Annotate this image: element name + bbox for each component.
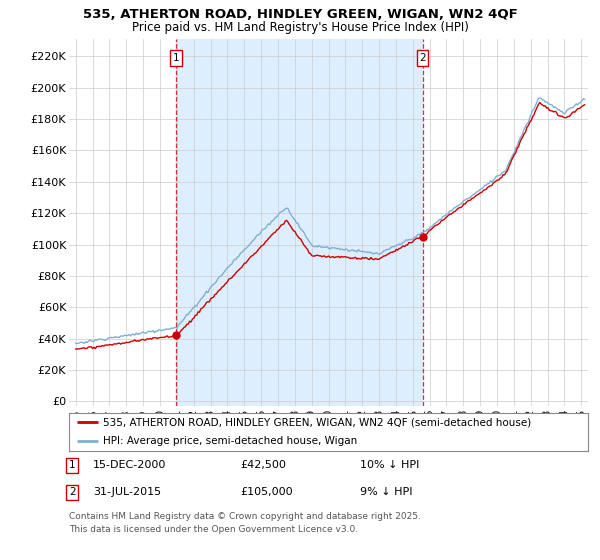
- Text: Price paid vs. HM Land Registry's House Price Index (HPI): Price paid vs. HM Land Registry's House …: [131, 21, 469, 34]
- Text: £42,500: £42,500: [240, 460, 286, 470]
- Text: 1: 1: [69, 460, 76, 470]
- Text: 1: 1: [173, 53, 179, 63]
- Text: 10% ↓ HPI: 10% ↓ HPI: [360, 460, 419, 470]
- Text: 2: 2: [419, 53, 426, 63]
- Text: 9% ↓ HPI: 9% ↓ HPI: [360, 487, 413, 497]
- Text: 535, ATHERTON ROAD, HINDLEY GREEN, WIGAN, WN2 4QF (semi-detached house): 535, ATHERTON ROAD, HINDLEY GREEN, WIGAN…: [103, 417, 531, 427]
- Text: 31-JUL-2015: 31-JUL-2015: [93, 487, 161, 497]
- Text: 535, ATHERTON ROAD, HINDLEY GREEN, WIGAN, WN2 4QF: 535, ATHERTON ROAD, HINDLEY GREEN, WIGAN…: [83, 8, 517, 21]
- Bar: [176, 39, 422, 406]
- Text: 2: 2: [69, 487, 76, 497]
- Text: Contains HM Land Registry data © Crown copyright and database right 2025.
This d: Contains HM Land Registry data © Crown c…: [69, 512, 421, 534]
- Text: £105,000: £105,000: [240, 487, 293, 497]
- Text: HPI: Average price, semi-detached house, Wigan: HPI: Average price, semi-detached house,…: [103, 436, 357, 446]
- Text: 15-DEC-2000: 15-DEC-2000: [93, 460, 166, 470]
